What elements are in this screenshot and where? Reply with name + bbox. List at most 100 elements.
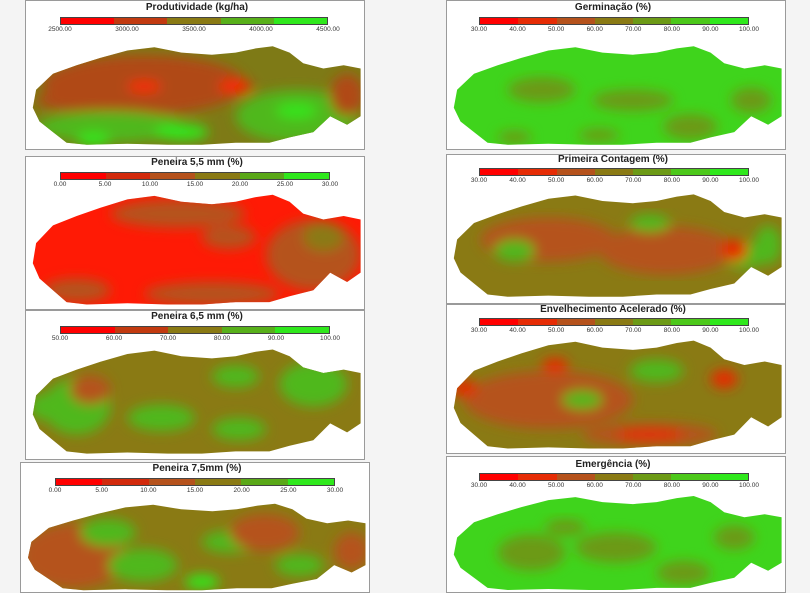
legend-swatch xyxy=(556,18,595,24)
value-zone xyxy=(32,393,57,421)
legend-swatch xyxy=(518,18,557,24)
value-zone xyxy=(330,73,361,117)
value-zone xyxy=(211,365,260,388)
value-zone xyxy=(211,417,266,441)
legend-tick-label: 90.00 xyxy=(702,177,719,184)
legend-tick-label: 90.00 xyxy=(267,335,285,342)
legend-swatch xyxy=(556,474,595,480)
value-zone xyxy=(714,525,755,550)
legend-tick-label: 70.00 xyxy=(625,327,642,334)
legend-swatch xyxy=(56,479,103,485)
legend-tick-label: 80.00 xyxy=(663,26,680,33)
value-zone xyxy=(69,375,111,405)
legend-tick-label: 30.00 xyxy=(470,177,488,184)
value-zone xyxy=(184,574,220,590)
value-zone xyxy=(663,114,718,140)
legend-tick-label: 25.00 xyxy=(276,181,294,188)
legend-swatch xyxy=(633,319,672,325)
legend-swatch xyxy=(273,18,328,24)
value-zone xyxy=(754,225,782,265)
color-scale-legend xyxy=(479,17,749,25)
legend-swatch xyxy=(671,319,710,325)
legend-tick-label: 100.00 xyxy=(739,482,759,489)
legend-tick-label: 100.00 xyxy=(739,327,759,334)
legend-swatch xyxy=(480,474,519,480)
map-title: Germinação (%) xyxy=(574,2,652,13)
field-map xyxy=(32,46,361,145)
legend-tick-label: 100.00 xyxy=(739,177,759,184)
legend-tick-label: 0.00 xyxy=(48,487,62,494)
value-zone xyxy=(80,518,136,547)
legend-swatch xyxy=(709,319,748,325)
legend-tick-label: 40.00 xyxy=(509,26,526,33)
legend-tick-label: 70.00 xyxy=(625,177,642,184)
legend-tick-label: 10.00 xyxy=(140,487,157,494)
legend-tick-label: 90.00 xyxy=(702,482,719,489)
legend-tick-label: 50.00 xyxy=(548,26,565,33)
value-zone xyxy=(218,80,253,93)
legend-swatch xyxy=(518,169,557,175)
legend-tick-label: 70.00 xyxy=(625,482,642,489)
legend-swatch xyxy=(633,169,672,175)
value-zone xyxy=(108,548,178,582)
legend-tick-label: 2500.00 xyxy=(48,26,72,33)
legend-tick-label: 50.00 xyxy=(548,482,565,489)
value-zone xyxy=(720,239,748,262)
legend-swatch xyxy=(518,474,557,480)
legend-swatch xyxy=(633,474,672,480)
legend-swatch xyxy=(221,327,276,333)
legend-tick-label: 50.00 xyxy=(548,327,565,334)
legend-swatch xyxy=(102,479,149,485)
legend-tick-label: 3500.00 xyxy=(182,26,206,33)
value-zone xyxy=(36,89,118,111)
legend-tick-label: 100.00 xyxy=(320,335,340,342)
legend-swatch xyxy=(480,319,519,325)
legend-swatch xyxy=(709,18,748,24)
legend-swatch xyxy=(150,173,196,179)
value-zone xyxy=(494,239,535,262)
legend-tick-label: 20.00 xyxy=(231,181,249,188)
value-zone xyxy=(592,89,674,111)
legend-tick-label: 10.00 xyxy=(141,181,159,188)
map-title: Peneira 5,5 mm (%) xyxy=(151,157,243,168)
legend-tick-label: 25.00 xyxy=(280,487,297,494)
value-zone xyxy=(144,282,280,305)
value-zone xyxy=(599,226,735,275)
legend-tick-label: 50.00 xyxy=(51,335,69,342)
legend-swatch xyxy=(709,169,748,175)
legend-tick-label: 40.00 xyxy=(509,327,526,334)
value-zone xyxy=(616,428,684,441)
legend-tick-label: 60.00 xyxy=(586,177,603,184)
color-scale-legend xyxy=(55,478,335,486)
color-scale-legend xyxy=(479,168,749,176)
legend-swatch xyxy=(594,474,634,480)
field-map xyxy=(453,340,782,449)
value-zone xyxy=(507,76,576,103)
value-zone xyxy=(76,132,111,145)
legend-swatch xyxy=(275,327,329,333)
legend-swatch xyxy=(709,474,748,480)
value-zone xyxy=(453,380,478,397)
legend-tick-label: 80.00 xyxy=(663,482,680,489)
field-map xyxy=(32,349,361,454)
legend-swatch xyxy=(594,319,634,325)
legend-swatch xyxy=(61,18,115,24)
legend-tick-label: 80.00 xyxy=(663,177,680,184)
value-zone xyxy=(127,81,162,92)
value-zone xyxy=(279,361,348,407)
value-zone xyxy=(730,87,772,114)
legend-swatch xyxy=(168,327,222,333)
legend-tick-label: 40.00 xyxy=(509,177,526,184)
value-zone xyxy=(629,359,684,383)
value-zone xyxy=(575,532,657,563)
value-zone xyxy=(334,532,366,570)
legend-swatch xyxy=(61,327,115,333)
legend-tick-label: 80.00 xyxy=(213,335,231,342)
map-title: Emergência (%) xyxy=(575,459,651,470)
legend-tick-label: 20.00 xyxy=(233,487,250,494)
legend-swatch xyxy=(239,173,285,179)
legend-swatch xyxy=(114,327,169,333)
color-scale-legend xyxy=(479,473,749,481)
value-zone xyxy=(710,369,738,389)
map-title: Envelhecimento Acelerado (%) xyxy=(540,304,686,315)
